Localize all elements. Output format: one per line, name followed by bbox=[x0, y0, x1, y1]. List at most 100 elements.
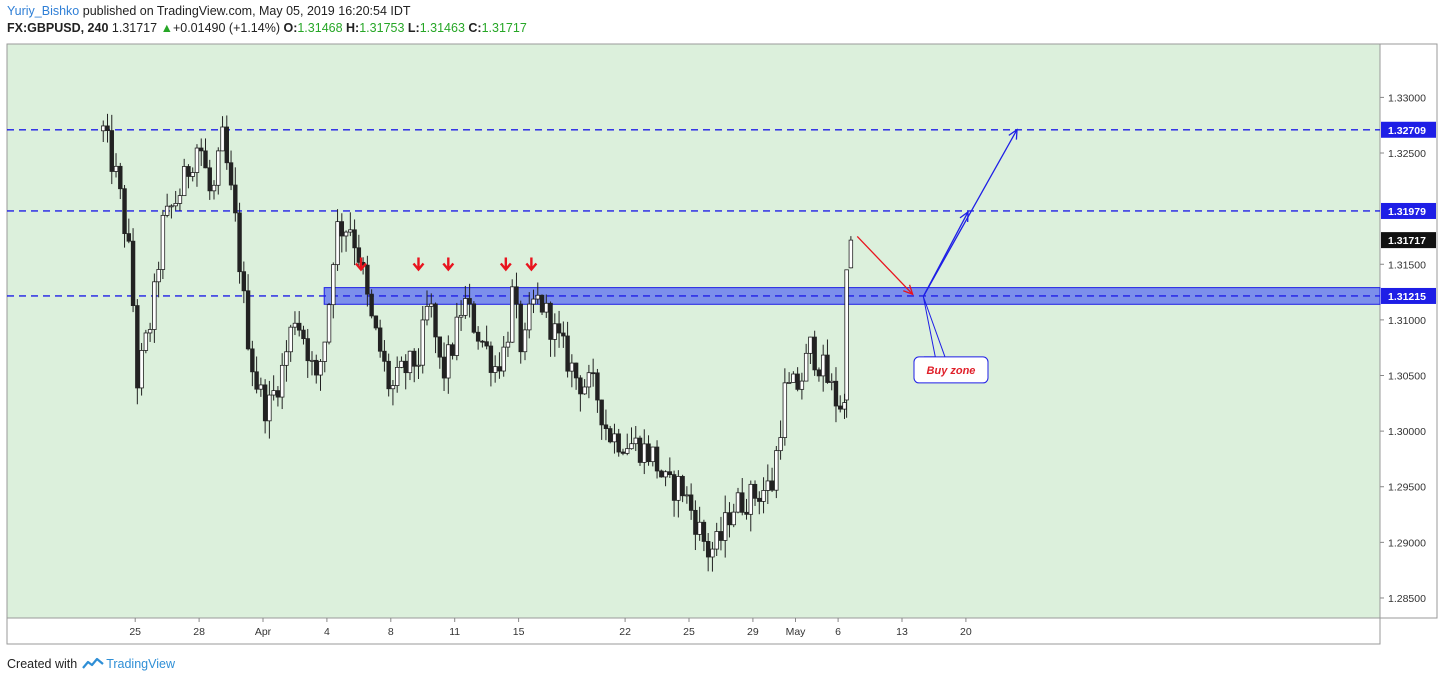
candle[interactable] bbox=[250, 340, 255, 387]
candle[interactable] bbox=[688, 483, 694, 520]
candle[interactable] bbox=[492, 355, 498, 383]
candle[interactable] bbox=[774, 446, 779, 499]
candle[interactable] bbox=[825, 339, 830, 384]
candle[interactable] bbox=[314, 354, 319, 384]
candle[interactable] bbox=[203, 138, 208, 169]
candle[interactable] bbox=[544, 294, 549, 318]
candle[interactable] bbox=[848, 236, 854, 269]
level-price-tag[interactable]: 1.31979 bbox=[1381, 202, 1436, 219]
candle[interactable] bbox=[556, 310, 562, 348]
candle[interactable] bbox=[676, 470, 681, 518]
candle[interactable] bbox=[616, 428, 621, 457]
candle[interactable] bbox=[761, 477, 766, 514]
candle[interactable] bbox=[373, 315, 379, 331]
candle[interactable] bbox=[578, 375, 583, 412]
candle[interactable] bbox=[454, 302, 460, 361]
candle[interactable] bbox=[233, 167, 238, 222]
candle[interactable] bbox=[620, 448, 626, 456]
candle[interactable] bbox=[501, 336, 506, 377]
candle[interactable] bbox=[335, 209, 340, 271]
candle[interactable] bbox=[224, 115, 229, 170]
candle[interactable] bbox=[654, 440, 660, 479]
candle[interactable] bbox=[407, 350, 413, 381]
candle[interactable] bbox=[228, 150, 234, 191]
candle[interactable] bbox=[782, 368, 788, 446]
level-price-tag[interactable]: 1.31215 bbox=[1381, 287, 1436, 304]
candle[interactable] bbox=[382, 340, 387, 372]
candle[interactable] bbox=[565, 321, 570, 378]
candle[interactable] bbox=[510, 279, 515, 343]
candle[interactable] bbox=[113, 153, 119, 178]
candle[interactable] bbox=[437, 336, 442, 369]
candle[interactable] bbox=[701, 519, 707, 552]
candle[interactable] bbox=[220, 116, 225, 152]
candle[interactable] bbox=[211, 180, 217, 200]
candle[interactable] bbox=[803, 343, 809, 382]
candle[interactable] bbox=[697, 506, 702, 541]
candle[interactable] bbox=[718, 516, 724, 551]
candle[interactable] bbox=[535, 282, 540, 305]
candle[interactable] bbox=[786, 372, 792, 384]
candle[interactable] bbox=[799, 372, 805, 400]
candle[interactable] bbox=[684, 486, 690, 504]
candle[interactable] bbox=[582, 379, 587, 395]
candle[interactable] bbox=[130, 228, 136, 313]
candle[interactable] bbox=[245, 274, 251, 351]
candle[interactable] bbox=[237, 202, 242, 284]
candle[interactable] bbox=[305, 328, 310, 378]
candle[interactable] bbox=[177, 188, 183, 211]
candle[interactable] bbox=[309, 351, 315, 376]
candle[interactable] bbox=[522, 322, 528, 361]
candle[interactable] bbox=[267, 380, 272, 439]
candle[interactable] bbox=[667, 457, 673, 478]
candle[interactable] bbox=[169, 204, 174, 219]
candle[interactable] bbox=[820, 344, 826, 392]
candle[interactable] bbox=[497, 352, 502, 379]
candle[interactable] bbox=[595, 368, 600, 413]
candle[interactable] bbox=[301, 325, 306, 345]
candle[interactable] bbox=[139, 342, 144, 396]
candle[interactable] bbox=[241, 261, 247, 304]
candle[interactable] bbox=[671, 470, 677, 517]
candle[interactable] bbox=[757, 491, 762, 515]
candle[interactable] bbox=[518, 300, 523, 364]
candle[interactable] bbox=[569, 354, 575, 388]
blue-projection-arrow[interactable] bbox=[922, 128, 1018, 297]
candle[interactable] bbox=[548, 301, 553, 357]
candle[interactable] bbox=[390, 380, 396, 406]
candle[interactable] bbox=[514, 272, 519, 319]
candle[interactable] bbox=[833, 367, 839, 423]
candle[interactable] bbox=[475, 326, 481, 350]
candle[interactable] bbox=[527, 292, 532, 339]
candle[interactable] bbox=[467, 283, 472, 318]
author-link[interactable]: Yuriy_Bishko bbox=[7, 4, 80, 18]
last-price-tag[interactable]: 1.31717 bbox=[1381, 232, 1436, 249]
candle[interactable] bbox=[463, 285, 468, 319]
candle[interactable] bbox=[292, 311, 298, 336]
candle[interactable] bbox=[740, 478, 745, 516]
candle[interactable] bbox=[420, 305, 425, 374]
candle[interactable] bbox=[659, 469, 664, 478]
candle[interactable] bbox=[288, 324, 293, 362]
price-axis[interactable] bbox=[1379, 43, 1438, 619]
candle[interactable] bbox=[812, 330, 817, 376]
candle[interactable] bbox=[275, 386, 281, 407]
candle[interactable] bbox=[118, 162, 123, 200]
candle[interactable] bbox=[629, 427, 634, 450]
candle[interactable] bbox=[297, 311, 302, 337]
candle[interactable] bbox=[279, 353, 285, 410]
candle[interactable] bbox=[190, 167, 195, 182]
candle[interactable] bbox=[160, 209, 166, 280]
candle[interactable] bbox=[844, 269, 849, 418]
candle[interactable] bbox=[105, 113, 110, 143]
candle[interactable] bbox=[612, 423, 617, 454]
candle[interactable] bbox=[633, 426, 638, 452]
candle[interactable] bbox=[735, 487, 741, 514]
candle[interactable] bbox=[586, 364, 592, 399]
candle[interactable] bbox=[164, 193, 170, 218]
candle[interactable] bbox=[126, 218, 132, 244]
candle[interactable] bbox=[147, 322, 153, 342]
candle[interactable] bbox=[573, 362, 579, 390]
candle[interactable] bbox=[552, 313, 558, 357]
